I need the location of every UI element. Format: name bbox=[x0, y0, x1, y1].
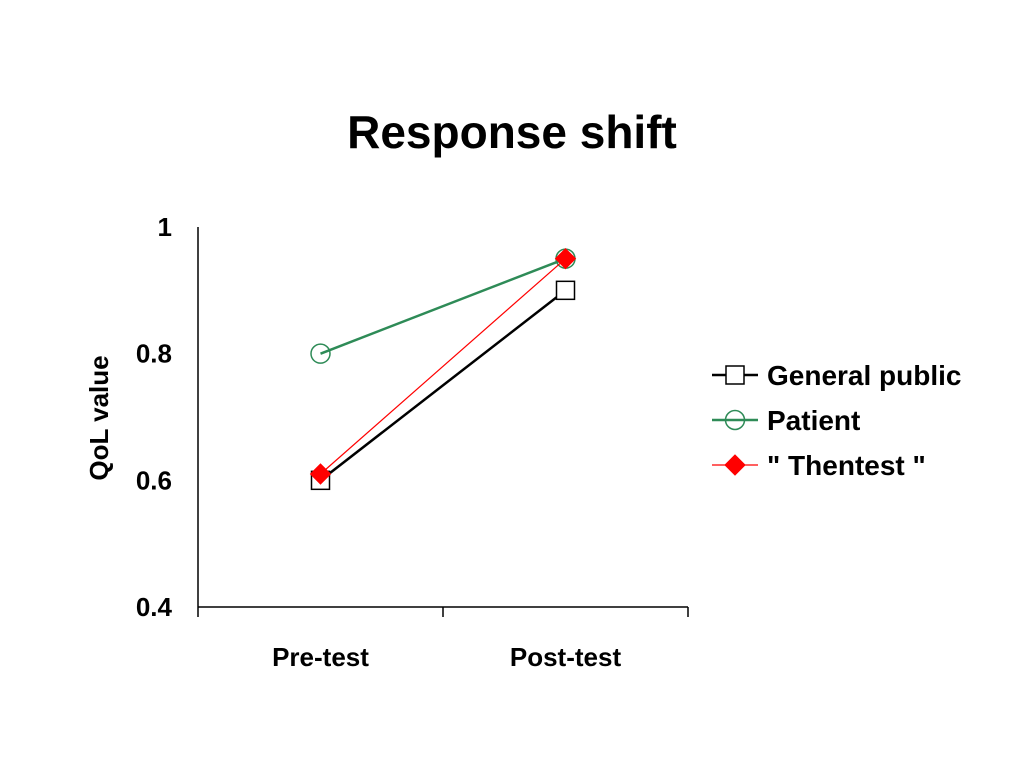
legend-label: Patient bbox=[767, 405, 860, 436]
series-1 bbox=[310, 248, 576, 364]
data-point bbox=[310, 343, 331, 364]
series-line bbox=[319, 289, 567, 482]
y-axis-label: QoL value bbox=[84, 355, 114, 480]
legend-item: Patient bbox=[712, 405, 860, 436]
data-point bbox=[309, 463, 332, 485]
y-tick-label: 0.4 bbox=[136, 592, 173, 622]
data-point bbox=[555, 280, 576, 301]
y-tick-label: 0.6 bbox=[136, 465, 172, 495]
series-line bbox=[320, 257, 566, 355]
data-point bbox=[554, 247, 577, 270]
legend-marker bbox=[725, 365, 745, 385]
legend-marker bbox=[724, 409, 746, 431]
axes bbox=[197, 227, 689, 617]
chart-title: Response shift bbox=[347, 106, 677, 158]
legend-item: " Thentest " bbox=[712, 450, 926, 481]
legend: General public Patient " Thentest " bbox=[712, 360, 962, 481]
x-tick-label: Pre-test bbox=[272, 642, 369, 672]
y-tick-label: 0.8 bbox=[136, 339, 172, 369]
y-tick-label: 1 bbox=[158, 212, 172, 242]
series-0 bbox=[310, 280, 576, 491]
legend-item: General public bbox=[712, 360, 962, 391]
legend-marker bbox=[724, 454, 746, 476]
legend-label: General public bbox=[767, 360, 962, 391]
series-line bbox=[320, 258, 566, 475]
series-2 bbox=[309, 247, 577, 485]
x-tick-label: Post-test bbox=[510, 642, 622, 672]
legend-label: " Thentest " bbox=[767, 450, 926, 481]
